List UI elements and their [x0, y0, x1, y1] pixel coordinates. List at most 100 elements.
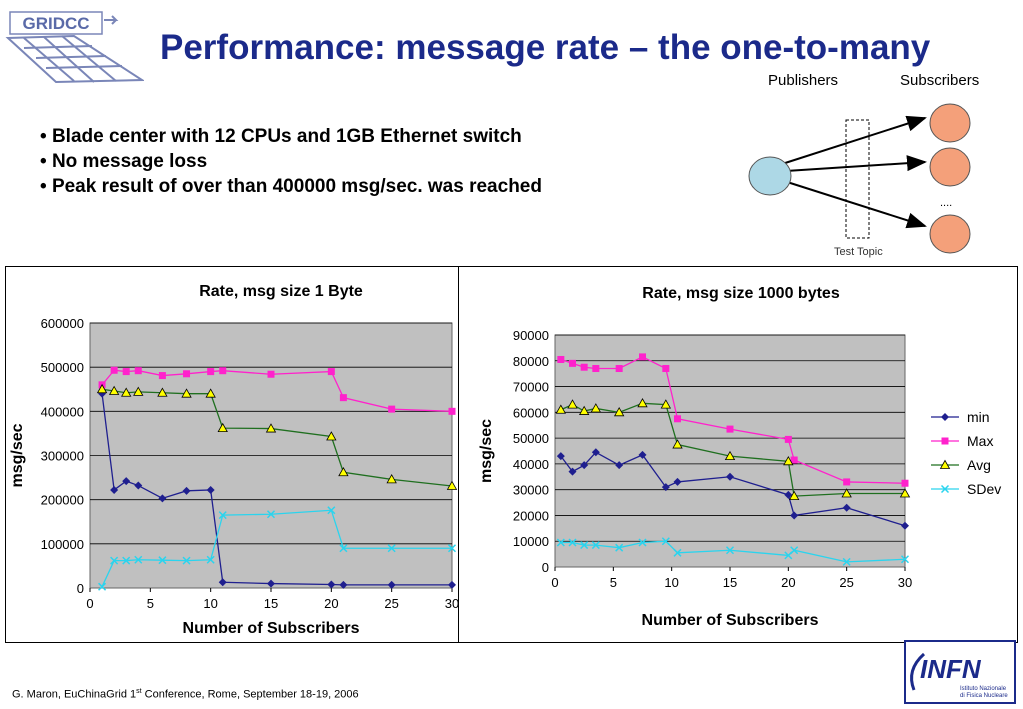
max-point-7: [219, 367, 227, 375]
y-axis-label: msg/sec: [478, 419, 495, 483]
avg-point-6: [205, 388, 216, 398]
y-tick-label: 70000: [513, 380, 549, 395]
x-tick-label: 30: [445, 596, 459, 611]
infn-logo: INFN Istituto Nazionale di Fisica Nuclea…: [904, 640, 1016, 704]
avg-point-12: [899, 488, 911, 498]
min-point-12: [901, 521, 909, 530]
max-point-legend: [941, 437, 949, 445]
ellipsis-label: ....: [940, 197, 952, 209]
min-point-1: [568, 467, 577, 476]
arrow-1: [781, 115, 927, 165]
max-point-9: [784, 435, 792, 443]
max-point-12: [448, 407, 456, 415]
sdev-point-5: [182, 556, 191, 565]
min-point-4: [615, 461, 624, 470]
avg-point-11: [386, 474, 397, 484]
sdev-point-6: [206, 555, 215, 564]
chart-1: Rate, msg size 1 Byte 0 100000 200000 300000…: [5, 266, 540, 643]
sdev-point-1: [110, 556, 119, 565]
svg-text:di Fisica Nucleare: di Fisica Nucleare: [960, 693, 1008, 699]
max-point-12: [901, 479, 909, 487]
x-tick-label: 5: [610, 575, 617, 590]
avg-point-3: [590, 403, 602, 413]
min-point-9: [784, 490, 793, 499]
max-point-6: [662, 365, 670, 373]
bullet-item-2: • No message loss: [40, 151, 208, 172]
avg-point-4: [613, 407, 625, 417]
x-tick-label: 15: [723, 575, 737, 590]
max-point-11: [843, 478, 851, 486]
avg-point-5: [181, 388, 192, 398]
sdev-point-11: [387, 544, 396, 553]
max-point-9: [327, 368, 335, 376]
x-tick-label: 25: [839, 575, 853, 590]
sdev-point-7: [673, 548, 682, 557]
y-tick-label: 100000: [41, 537, 84, 552]
sdev-point-5: [638, 538, 647, 547]
sdev-point-3: [591, 541, 600, 550]
gridcc-logo: GRIDCC: [4, 8, 146, 88]
avg-point-8: [724, 450, 736, 461]
y-tick-label: 40000: [513, 457, 549, 472]
bullet-list: • Blade center with 12 CPUs and 1GB Ethe…: [40, 124, 542, 199]
publisher-node: [748, 156, 792, 196]
legend-label-sdev: SDev: [967, 481, 1001, 497]
x-tick-label: 10: [664, 575, 678, 590]
logo-text: GRIDCC: [22, 14, 89, 33]
max-point-8: [267, 370, 275, 378]
publishers-label: Publishers: [768, 72, 838, 89]
y-tick-label: 0: [542, 560, 549, 575]
y-tick-label: 60000: [513, 405, 549, 420]
avg-point-11: [841, 488, 852, 498]
avg-point-10: [788, 490, 800, 501]
sdev-point-7: [218, 511, 227, 520]
x-tick-label: 10: [203, 596, 217, 611]
y-tick-label: 80000: [513, 354, 549, 369]
min-point-1: [110, 485, 119, 494]
max-point-11: [388, 405, 396, 413]
x-axis-label: Number of Subscribers: [183, 620, 360, 637]
y-tick-label: 90000: [513, 328, 549, 343]
avg-point-0: [555, 404, 567, 414]
sdev-point-2: [580, 541, 589, 550]
sdev-point-1: [568, 538, 577, 547]
sdev-point-12: [447, 544, 457, 553]
y-tick-label: 400000: [41, 404, 84, 419]
legend-box: [924, 402, 1022, 496]
min-point-2: [122, 477, 131, 486]
max-point-5: [183, 370, 191, 378]
bullet-item-3: • Peak result of over than 400000 msg/se…: [40, 176, 542, 197]
max-point-10: [790, 456, 798, 464]
min-point-10: [790, 511, 799, 520]
min-point-2: [580, 461, 589, 470]
max-point-1: [110, 366, 118, 374]
x-tick-label: 25: [384, 596, 398, 611]
chart-title: Rate, msg size 1000 bytes: [642, 285, 840, 302]
avg-point-5: [637, 397, 648, 408]
sdev-point-0: [556, 538, 565, 547]
x-tick-label: 0: [86, 596, 93, 611]
legend-label-avg: Avg: [967, 457, 991, 473]
x-tick-label: 30: [898, 575, 912, 590]
min-point-7: [673, 477, 682, 486]
x-tick-label: 0: [551, 575, 558, 590]
avg-point-12: [446, 480, 458, 490]
chart-title: Rate, msg size 1 Byte: [199, 283, 363, 300]
x-axis-label: Number of Subscribers: [642, 612, 819, 629]
x-tick-label: 5: [147, 596, 154, 611]
x-tick-label: 20: [324, 596, 338, 611]
sdev-point-10: [339, 544, 348, 553]
x-tick-label: 15: [264, 596, 278, 611]
arrow-3: [783, 180, 927, 229]
subscriber-node-1: [929, 103, 971, 143]
max-point-5: [639, 353, 646, 361]
max-point-6: [207, 368, 215, 376]
y-tick-label: 500000: [41, 360, 84, 375]
min-point-4: [158, 494, 167, 503]
min-point-6: [661, 483, 670, 492]
avg-point-1: [567, 399, 578, 409]
min-point-5: [182, 486, 191, 495]
y-tick-label: 0: [77, 581, 84, 596]
avg-point-7: [672, 439, 683, 449]
legend: min Max Avg SDev: [924, 402, 1022, 497]
